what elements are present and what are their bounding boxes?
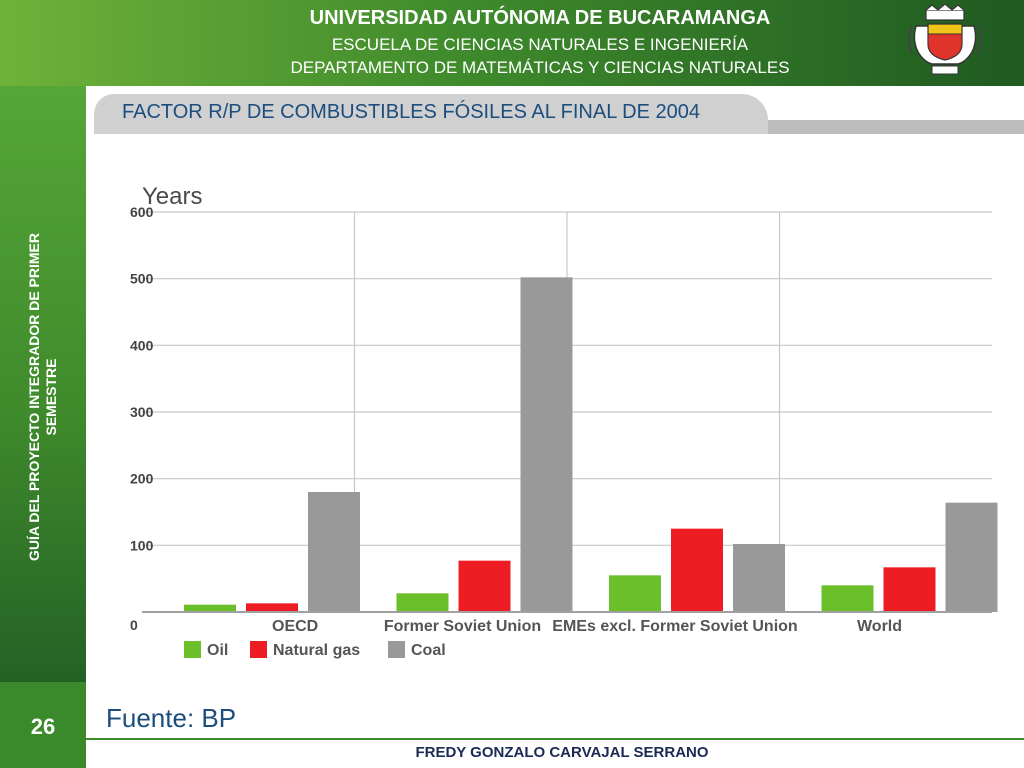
x-tick-label: World xyxy=(857,618,902,635)
y-tick-label: 400 xyxy=(130,337,154,353)
slide-title: FACTOR R/P DE COMBUSTIBLES FÓSILES AL FI… xyxy=(122,101,700,123)
x-tick-label: Former Soviet Union xyxy=(384,618,541,635)
bar-natural-gas xyxy=(458,560,511,612)
bar-oil xyxy=(184,604,236,612)
guide-title: GUÍA DEL PROYECTO INTEGRADOR DE PRIMER S… xyxy=(26,233,60,561)
legend-swatch-oil xyxy=(184,641,201,658)
legend-label: Coal xyxy=(411,642,446,659)
author-name: FREDY GONZALO CARVAJAL SERRANO xyxy=(415,744,709,761)
y-tick-label: 0 xyxy=(130,617,138,633)
guide-title-line-1: GUÍA DEL PROYECTO INTEGRADOR DE PRIMER xyxy=(26,233,42,561)
y-tick-label: 600 xyxy=(130,204,154,220)
title-tab xyxy=(94,94,768,134)
page-number: 26 xyxy=(30,714,56,739)
rp-factor-chart: Years 0 100 200 300 400 500 600 OECD Former Sovie… xyxy=(130,183,998,659)
university-name: UNIVERSIDAD AUTÓNOMA DE BUCARAMANGA xyxy=(309,7,771,29)
y-tick-label: 100 xyxy=(130,537,154,553)
university-crest-icon xyxy=(908,4,982,75)
x-tick-label: OECD xyxy=(272,618,318,635)
source-note: Fuente: BP xyxy=(106,703,237,733)
y-axis-label: Years xyxy=(142,183,203,210)
bar-oil xyxy=(821,585,874,612)
x-tick-label: EMEs excl. Former Soviet Union xyxy=(552,618,797,635)
bar-coal xyxy=(733,544,785,612)
bar-natural-gas xyxy=(883,567,936,612)
legend-label: Oil xyxy=(207,642,228,659)
legend-label: Natural gas xyxy=(273,642,360,659)
bar-oil xyxy=(609,575,661,612)
bar-natural-gas xyxy=(671,528,723,612)
bar-coal xyxy=(945,502,998,612)
department-name: DEPARTAMENTO DE MATEMÁTICAS Y CIENCIAS N… xyxy=(290,58,790,77)
y-tick-label: 500 xyxy=(130,271,154,287)
header-bar xyxy=(0,0,1024,86)
footer-divider xyxy=(86,738,1024,740)
guide-title-line-2: SEMESTRE xyxy=(43,358,59,436)
legend-swatch-natural-gas xyxy=(250,641,267,658)
y-tick-label: 300 xyxy=(130,404,154,420)
bar-coal xyxy=(308,492,360,612)
page-number-box xyxy=(0,682,86,768)
legend-swatch-coal xyxy=(388,641,405,658)
bar-coal xyxy=(520,277,573,612)
school-name: ESCUELA DE CIENCIAS NATURALES E INGENIER… xyxy=(331,35,749,54)
bar-natural-gas xyxy=(246,603,298,612)
y-tick-label: 200 xyxy=(130,471,154,487)
bar-oil xyxy=(396,593,449,612)
sidebar xyxy=(0,86,86,682)
